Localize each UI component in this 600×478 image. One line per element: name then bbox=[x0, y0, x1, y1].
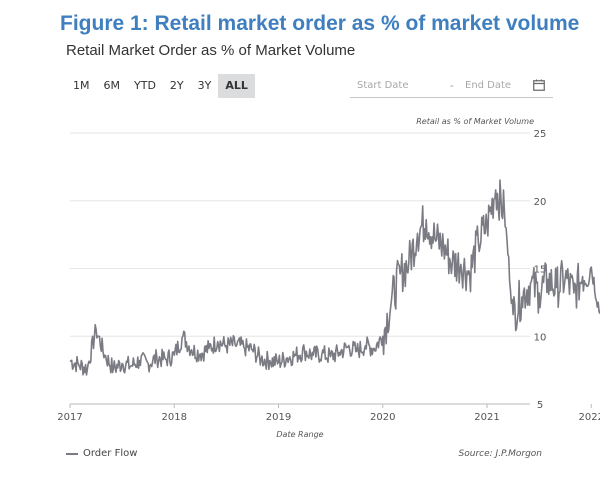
y-tick-label: 5 bbox=[537, 400, 543, 411]
range-button-all[interactable]: ALL bbox=[218, 74, 255, 98]
y-tick-label: 25 bbox=[534, 129, 547, 140]
legend: Order Flow bbox=[66, 448, 137, 459]
x-tick-label: 2017 bbox=[57, 412, 82, 423]
series-line-order-flow bbox=[69, 179, 600, 376]
x-tick-label: 2020 bbox=[370, 412, 395, 423]
range-button-3y[interactable]: 3Y bbox=[191, 74, 219, 98]
x-tick-label: 2021 bbox=[474, 412, 499, 423]
range-button-1m[interactable]: 1M bbox=[66, 74, 97, 98]
range-button-2y[interactable]: 2Y bbox=[163, 74, 191, 98]
legend-swatch bbox=[66, 452, 78, 455]
chart-title: Retail Market Order as % of Market Volum… bbox=[66, 42, 356, 59]
start-date-input[interactable]: Start Date bbox=[357, 80, 409, 91]
range-button-ytd[interactable]: YTD bbox=[127, 74, 163, 98]
figure-title: Figure 1: Retail market order as % of ma… bbox=[60, 12, 580, 35]
y-axis-label: Retail as % of Market Volume bbox=[416, 117, 534, 126]
range-button-6m[interactable]: 6M bbox=[97, 74, 128, 98]
x-axis-label: Date Range bbox=[276, 430, 323, 439]
range-selector: 1M 6M YTD 2Y 3Y ALL bbox=[66, 74, 255, 98]
legend-label: Order Flow bbox=[83, 448, 138, 459]
end-date-input[interactable]: End Date bbox=[465, 80, 512, 91]
y-tick-label: 20 bbox=[534, 197, 547, 208]
date-separator: - bbox=[450, 80, 454, 92]
x-tick-label: 2019 bbox=[266, 412, 291, 423]
calendar-icon[interactable] bbox=[533, 79, 545, 91]
date-input-underline bbox=[350, 97, 553, 98]
x-tick-label: 2018 bbox=[162, 412, 187, 423]
source-note: Source: J.P.Morgon bbox=[458, 449, 542, 459]
y-tick-label: 10 bbox=[534, 332, 547, 343]
x-tick-label: 2022 bbox=[579, 412, 600, 423]
y-tick-label: 15 bbox=[534, 265, 547, 276]
